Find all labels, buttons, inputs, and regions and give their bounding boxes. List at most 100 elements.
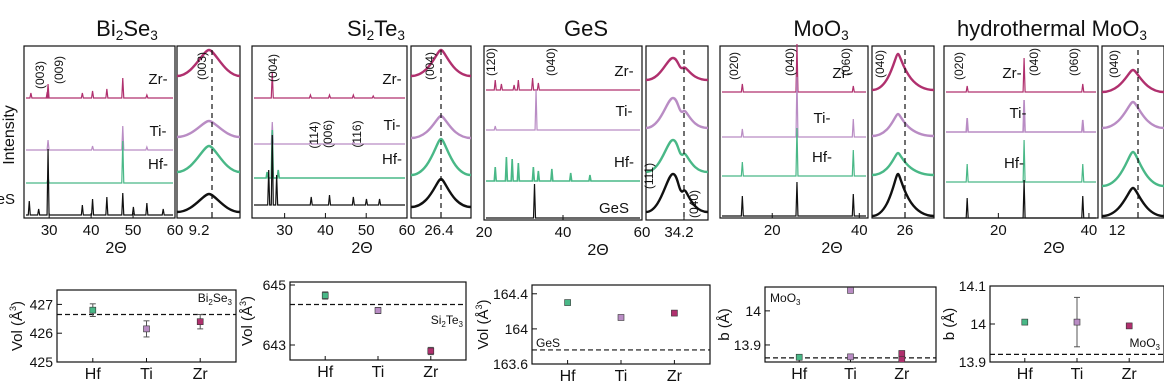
si2te3-xrd-frame bbox=[251, 45, 408, 219]
data-point-zr bbox=[427, 347, 435, 355]
zoom-peak bbox=[645, 138, 709, 174]
xrd-trace-Zr- bbox=[26, 77, 173, 99]
y-tick-label: 14 bbox=[970, 316, 986, 332]
series-label: Ti- bbox=[150, 123, 167, 140]
x-tick-label: Hf bbox=[85, 366, 102, 383]
peak-label: (040) bbox=[1107, 50, 1121, 78]
y-tick-label: 13.9 bbox=[959, 354, 986, 370]
data-point-ti bbox=[143, 325, 150, 333]
y-axis-label: b (Å) bbox=[941, 308, 958, 341]
y-tick-label: 14.1 bbox=[959, 278, 986, 294]
x-axis-label: 2Θ bbox=[821, 240, 842, 257]
x-tick-label: 20 bbox=[764, 222, 781, 239]
x-tick-label: 50 bbox=[358, 222, 375, 239]
data-point-ti bbox=[1073, 318, 1081, 326]
x-tick-label: Hf bbox=[1017, 366, 1034, 383]
panel-title: Bi2Se3 bbox=[96, 16, 158, 43]
x-tick-label: Zr bbox=[423, 364, 439, 381]
zoom-peak bbox=[176, 144, 241, 174]
x-tick-label: 26 bbox=[897, 222, 914, 239]
series-label: Zr- bbox=[614, 63, 633, 80]
data-point-zr bbox=[898, 350, 906, 357]
zoom-peak bbox=[645, 56, 709, 82]
series-label: Zr- bbox=[832, 65, 851, 82]
xrd-trace-Hf- bbox=[722, 127, 866, 177]
y-axis-label: b (Å) bbox=[716, 308, 733, 341]
xrd-trace-Zr- bbox=[486, 77, 640, 91]
x-tick-label: 9.2 bbox=[189, 222, 210, 239]
data-point-hf bbox=[89, 306, 97, 314]
y-axis-label: Vol (Å3) bbox=[474, 299, 492, 349]
hmoo3-zoom-frame bbox=[1101, 45, 1164, 219]
x-tick-label: Zr bbox=[1122, 366, 1138, 383]
y-tick-label: 13.9 bbox=[734, 337, 761, 353]
reference-label: MoO3 bbox=[770, 291, 801, 307]
data-point-hf bbox=[795, 353, 803, 361]
xrd-trace-Ti- bbox=[254, 121, 405, 145]
data-point-hf bbox=[321, 292, 329, 299]
panel-title: MoO3 bbox=[793, 16, 848, 43]
x-tick-label: 40 bbox=[1081, 222, 1098, 239]
x-tick-label: Ti bbox=[615, 368, 628, 385]
peak-label: (003) bbox=[195, 52, 209, 80]
xrd-trace-GeS bbox=[486, 183, 640, 219]
bi2se3-xrd-frame bbox=[23, 45, 176, 219]
data-point-ti bbox=[374, 307, 382, 314]
xrd-trace-reference bbox=[722, 181, 866, 217]
x-tick-label: Hf bbox=[791, 366, 808, 383]
y-tick-label: 164 bbox=[505, 321, 529, 337]
y-tick-label: 425 bbox=[30, 354, 54, 370]
peak-label: (003) bbox=[33, 61, 47, 89]
peak-label: (111) bbox=[642, 163, 656, 189]
y-tick-label: 164.4 bbox=[493, 286, 528, 302]
data-point-ti bbox=[847, 287, 854, 294]
xrd-trace-Ti- bbox=[722, 76, 866, 138]
y-axis-label: Vol (Å3) bbox=[238, 296, 256, 346]
x-tick-label: Zr bbox=[193, 366, 209, 383]
series-label: GeS bbox=[0, 191, 15, 208]
data-point-ti bbox=[847, 353, 854, 361]
x-tick-label: 30 bbox=[41, 222, 58, 239]
x-tick-label: 40 bbox=[83, 222, 100, 239]
series-label: GeS bbox=[599, 200, 629, 217]
y-axis-label: Intensity bbox=[1, 105, 18, 165]
panel-title: GeS bbox=[564, 16, 608, 41]
y-tick-label: 163.6 bbox=[493, 356, 528, 372]
x-tick-label: 20 bbox=[476, 224, 493, 241]
x-tick-label: Ti bbox=[844, 366, 857, 383]
xrd-trace-reference bbox=[254, 134, 405, 206]
moo3-xrd-frame bbox=[719, 45, 869, 219]
peak-label: (040) bbox=[687, 190, 701, 218]
x-tick-label: 60 bbox=[634, 224, 651, 241]
data-point-hf bbox=[1021, 318, 1029, 326]
peak-label: (060) bbox=[839, 48, 853, 76]
x-tick-label: 40 bbox=[317, 222, 334, 239]
xrd-trace-reference bbox=[26, 148, 173, 216]
xrd-trace-Ti- bbox=[26, 125, 173, 151]
data-point-zr bbox=[671, 309, 678, 317]
series-label: Zr- bbox=[148, 71, 167, 88]
x-tick-label: 60 bbox=[399, 222, 416, 239]
zoom-peak bbox=[1101, 186, 1164, 218]
peak-label: (040) bbox=[1027, 48, 1041, 76]
data-point-zr bbox=[196, 318, 204, 325]
ges-zoom-frame bbox=[645, 45, 709, 221]
zoom-peak bbox=[871, 172, 935, 218]
x-tick-label: 40 bbox=[555, 224, 572, 241]
peak-label: (020) bbox=[952, 52, 966, 80]
peak-label: (020) bbox=[727, 52, 741, 80]
zoom-peak bbox=[176, 119, 241, 139]
peak-label: (009) bbox=[52, 56, 66, 84]
zoom-peak bbox=[871, 151, 935, 177]
zoom-peak bbox=[871, 52, 935, 92]
series-label: Hf- bbox=[382, 151, 402, 168]
x-tick-label: Ti bbox=[372, 364, 385, 381]
y-axis-label: Vol (Å3) bbox=[8, 301, 26, 351]
x-tick-label: 60 bbox=[167, 222, 184, 239]
series-label: Hf- bbox=[1004, 155, 1024, 172]
peak-label: (060) bbox=[1067, 48, 1081, 76]
x-tick-label: 30 bbox=[276, 222, 293, 239]
xrd-trace-Zr- bbox=[722, 43, 866, 93]
peak-label: (040) bbox=[873, 50, 887, 78]
